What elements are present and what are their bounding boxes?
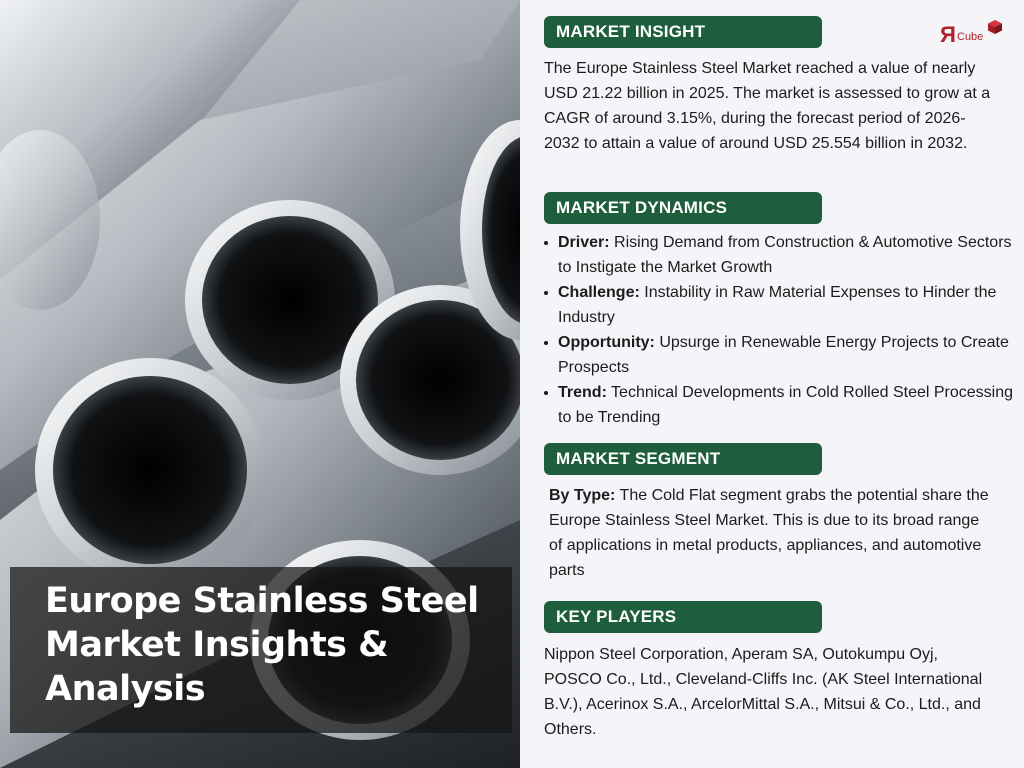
logo-text: Cube [957,31,984,43]
key-players-header: KEY PLAYERS [544,601,822,633]
cube-icon [988,20,1002,34]
content-panel: R Cube MARKET INSIGHT The Europe Stainle… [520,0,1024,768]
page-title: Europe Stainless Steel Market Insights &… [45,581,479,709]
dynamics-item-challenge: Challenge: Instability in Raw Material E… [544,280,1014,330]
rcube-logo: R Cube [940,20,1010,48]
dynamics-item-opportunity: Opportunity: Upsurge in Renewable Energy… [544,330,1014,380]
dynamics-item-driver: Driver: Rising Demand from Construction … [544,230,1014,280]
market-insight-header: MARKET INSIGHT [544,16,822,48]
dynamics-item-trend: Trend: Technical Developments in Cold Ro… [544,380,1014,430]
market-segment-header: MARKET SEGMENT [544,443,822,475]
market-insight-text: The Europe Stainless Steel Market reache… [544,60,991,152]
steel-pipes-image: Europe Stainless Steel Market Insights &… [0,0,520,768]
key-players-text: Nippon Steel Corporation, Aperam SA, Out… [544,646,983,738]
logo-mark: R [940,22,956,47]
market-dynamics-list: Driver: Rising Demand from Construction … [544,230,1014,430]
market-segment-text: By Type: The Cold Flat segment grabs the… [549,487,989,579]
market-dynamics-header: MARKET DYNAMICS [544,192,822,224]
title-overlay: Europe Stainless Steel Market Insights &… [10,567,512,733]
